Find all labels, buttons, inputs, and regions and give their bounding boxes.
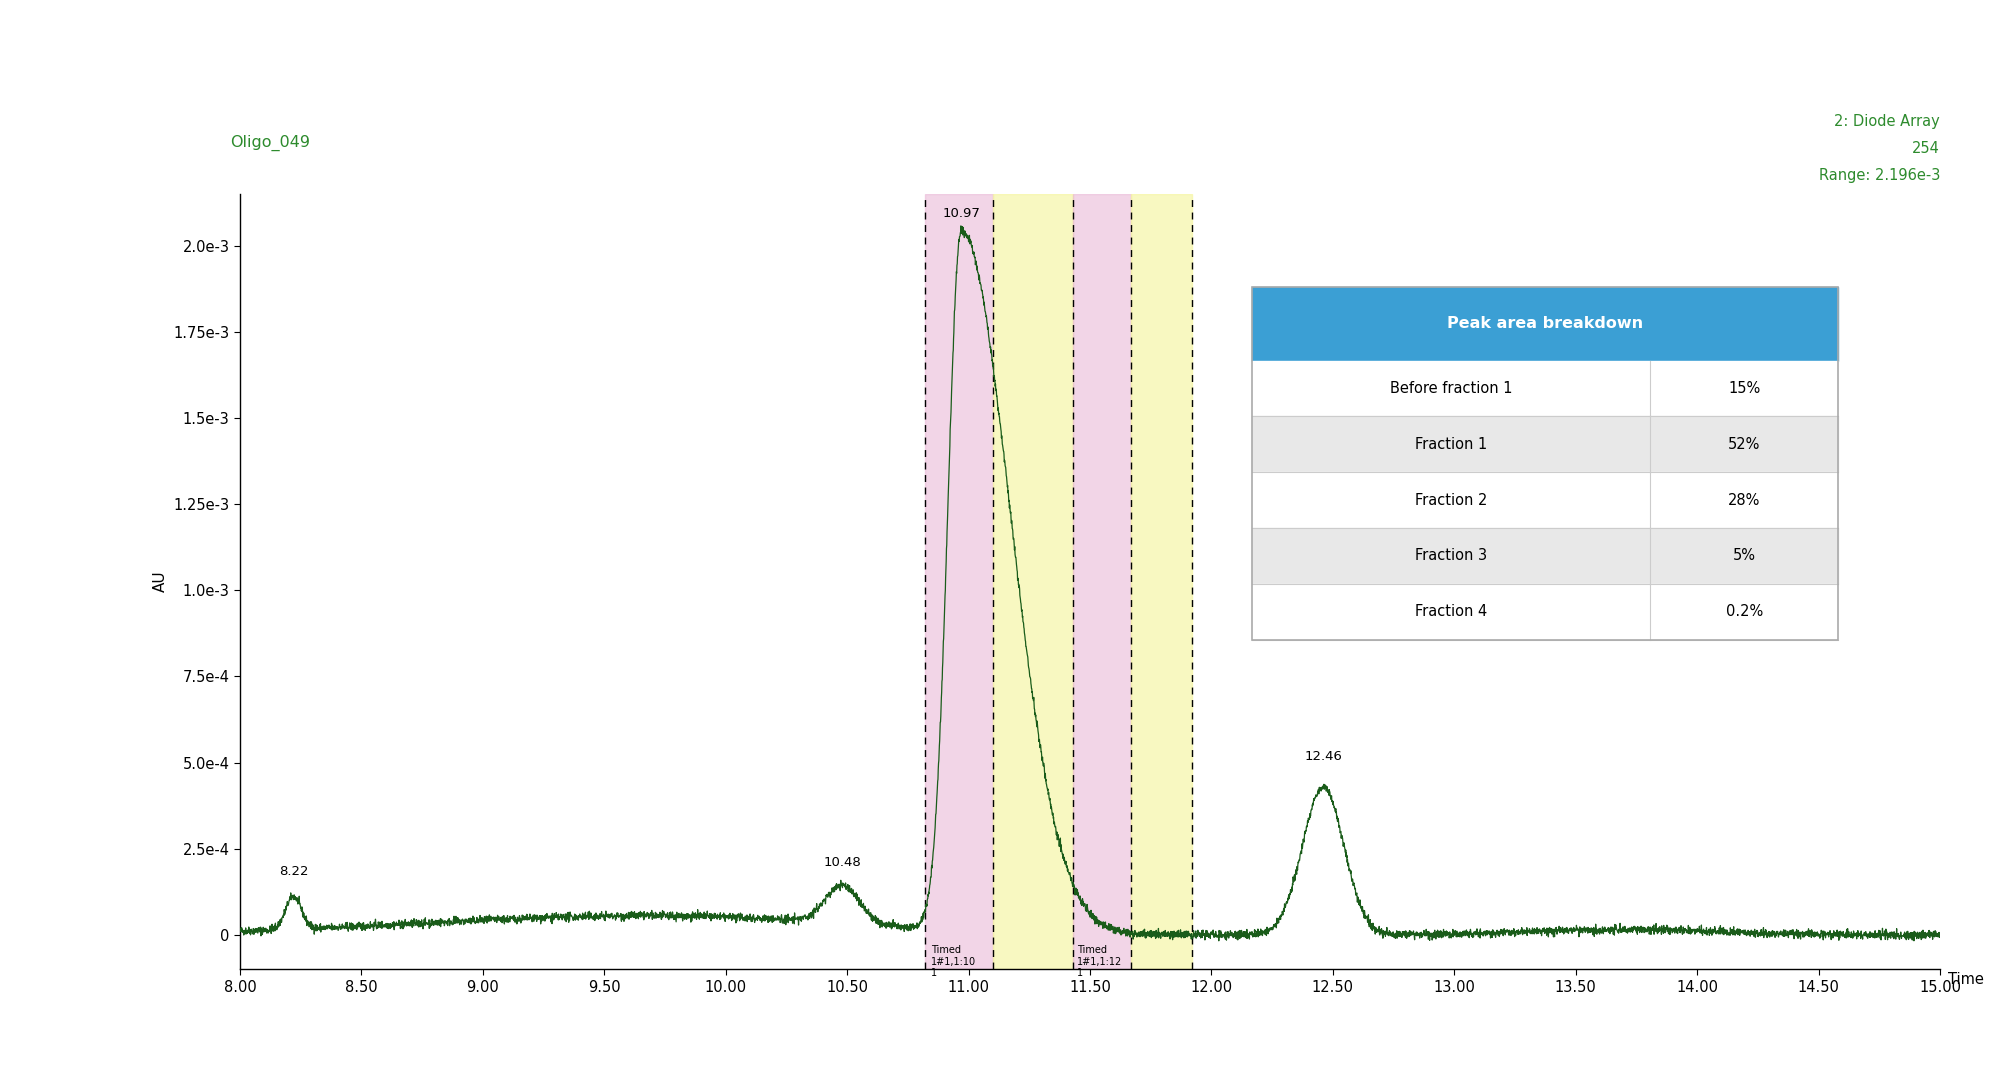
Text: 8.22: 8.22 [278, 865, 308, 878]
Bar [1252, 472, 1838, 528]
Text: 10.97: 10.97 [942, 207, 980, 220]
Bar [1252, 361, 1838, 417]
Text: 12.46: 12.46 [1304, 750, 1342, 763]
Text: 52%: 52% [1728, 437, 1760, 452]
Bar [1252, 584, 1838, 640]
Bar [1252, 417, 1838, 472]
Text: Fraction 1: Fraction 1 [1414, 437, 1488, 452]
Text: Timed
1#1,1:12
1: Timed 1#1,1:12 1 [1076, 946, 1122, 978]
Text: Range: 2.196e-3: Range: 2.196e-3 [1818, 168, 1940, 183]
Text: Peak area breakdown: Peak area breakdown [1446, 317, 1642, 332]
Text: Timed
1#1,1:10
1: Timed 1#1,1:10 1 [930, 946, 976, 978]
Bar [1252, 286, 1838, 640]
Text: 15%: 15% [1728, 381, 1760, 396]
Text: Time: Time [1948, 973, 1984, 988]
Text: 5%: 5% [1732, 548, 1756, 563]
Text: 254: 254 [1912, 141, 1940, 156]
Bar [1072, 194, 1132, 969]
Bar [924, 194, 992, 969]
Bar [1252, 286, 1838, 361]
Text: Fraction 2: Fraction 2 [1414, 492, 1488, 507]
Text: 2: Diode Array: 2: Diode Array [1834, 114, 1940, 129]
Text: 28%: 28% [1728, 492, 1760, 507]
Text: Fraction 4: Fraction 4 [1414, 604, 1488, 619]
Bar [992, 194, 1072, 969]
Text: 0.2%: 0.2% [1726, 604, 1762, 619]
Bar [1132, 194, 1192, 969]
Text: Fraction 3: Fraction 3 [1414, 548, 1486, 563]
Y-axis label: AU: AU [152, 571, 168, 592]
Text: Oligo_049: Oligo_049 [230, 135, 310, 151]
Text: 10.48: 10.48 [824, 856, 862, 869]
Bar [1252, 528, 1838, 584]
Text: Before fraction 1: Before fraction 1 [1390, 381, 1512, 396]
